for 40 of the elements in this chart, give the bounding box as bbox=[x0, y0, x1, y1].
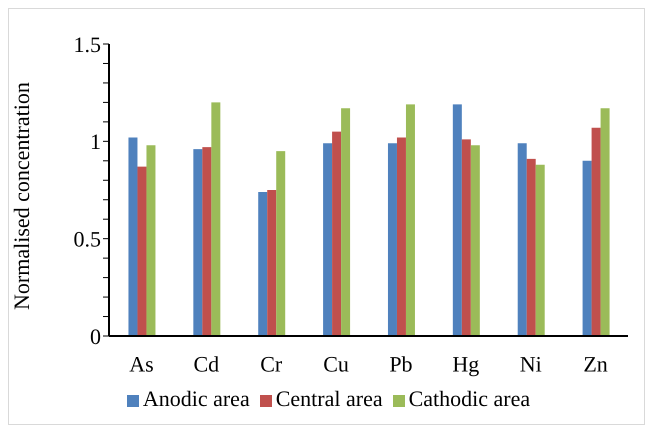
bar bbox=[341, 108, 350, 336]
y-tick-label: 1.5 bbox=[74, 32, 101, 57]
bar bbox=[137, 166, 146, 336]
bar bbox=[202, 147, 212, 336]
bar bbox=[452, 104, 462, 336]
bar bbox=[518, 143, 527, 336]
bar bbox=[536, 164, 545, 336]
y-tick-label: 0.5 bbox=[74, 226, 101, 252]
x-tick-label: Cu bbox=[323, 352, 349, 377]
bar bbox=[526, 158, 536, 336]
bar bbox=[600, 108, 610, 336]
bar bbox=[332, 132, 342, 336]
bar bbox=[276, 151, 286, 336]
x-tick-label: As bbox=[129, 352, 154, 377]
bar bbox=[323, 143, 332, 336]
x-tick-label: Hg bbox=[452, 352, 480, 377]
y-tick-label: 1 bbox=[90, 129, 101, 154]
bar bbox=[462, 139, 471, 336]
bar bbox=[211, 102, 220, 336]
x-tick-label: Ni bbox=[520, 352, 542, 377]
bar bbox=[267, 190, 276, 336]
legend-label: Anodic area bbox=[142, 386, 250, 411]
bar bbox=[470, 145, 480, 336]
x-tick-label: Cr bbox=[260, 352, 283, 377]
legend-label: Cathodic area bbox=[408, 386, 530, 411]
x-tick-label: Pb bbox=[389, 352, 413, 377]
bar bbox=[406, 104, 415, 336]
bar bbox=[388, 143, 397, 336]
bar bbox=[193, 149, 202, 336]
bar bbox=[258, 192, 268, 336]
x-tick-label: Cd bbox=[193, 352, 220, 377]
y-axis-title: Normalised concentration bbox=[8, 82, 34, 310]
bar bbox=[396, 137, 406, 336]
bar bbox=[128, 137, 138, 336]
bar bbox=[146, 145, 156, 336]
bar bbox=[582, 160, 592, 336]
y-tick-label: 0 bbox=[90, 324, 101, 349]
legend-label: Central area bbox=[276, 386, 383, 411]
bar bbox=[592, 128, 601, 336]
x-tick-label: Zn bbox=[583, 352, 608, 377]
